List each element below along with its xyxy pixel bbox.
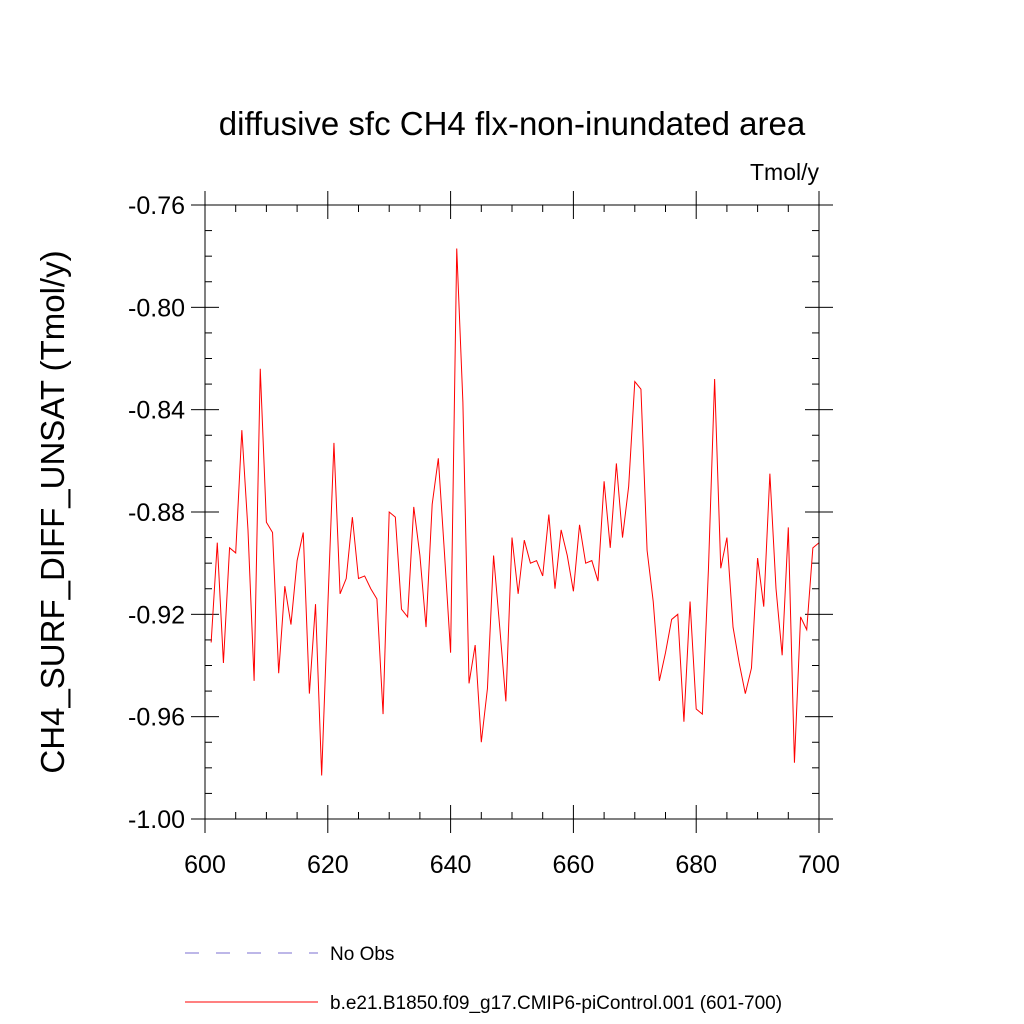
series-line [210,248,820,776]
y-tick-label: -0.96 [128,704,185,732]
legend-label-model: b.e21.B1850.f09_g17.CMIP6-piControl.001 … [330,993,782,1014]
y-tick-label: -0.80 [128,294,185,322]
units-label: Tmol/y [750,159,820,185]
chart-title: diffusive sfc CH4 flx-non-inundated area [219,105,806,142]
x-tick-label: 700 [798,851,840,879]
x-tick-label: 660 [553,851,595,879]
x-tick-label: 640 [430,851,472,879]
plot-frame [204,204,820,820]
data-series [210,248,820,776]
y-tick-label: -0.88 [128,499,185,527]
y-axis-label: CH4_SURF_DIFF_UNSAT (Tmol/y) [34,250,71,773]
y-tick-label: -1.00 [128,806,185,834]
y-tick-label: -0.76 [128,192,185,220]
x-tick-label: 600 [184,851,226,879]
legend: No Obs b.e21.B1850.f09_g17.CMIP6-piContr… [185,944,782,1014]
y-tick-label: -0.92 [128,601,185,629]
x-tick-label: 620 [307,851,349,879]
x-tick-label: 680 [675,851,717,879]
axis-tick-labels: 600 620 640 660 680 700 -1.00 -0.96 -0.92 -0.88 -0… [128,192,840,879]
y-tick-label: -0.84 [128,397,185,425]
legend-label-no-obs: No Obs [330,944,394,965]
axis-ticks [191,191,833,833]
